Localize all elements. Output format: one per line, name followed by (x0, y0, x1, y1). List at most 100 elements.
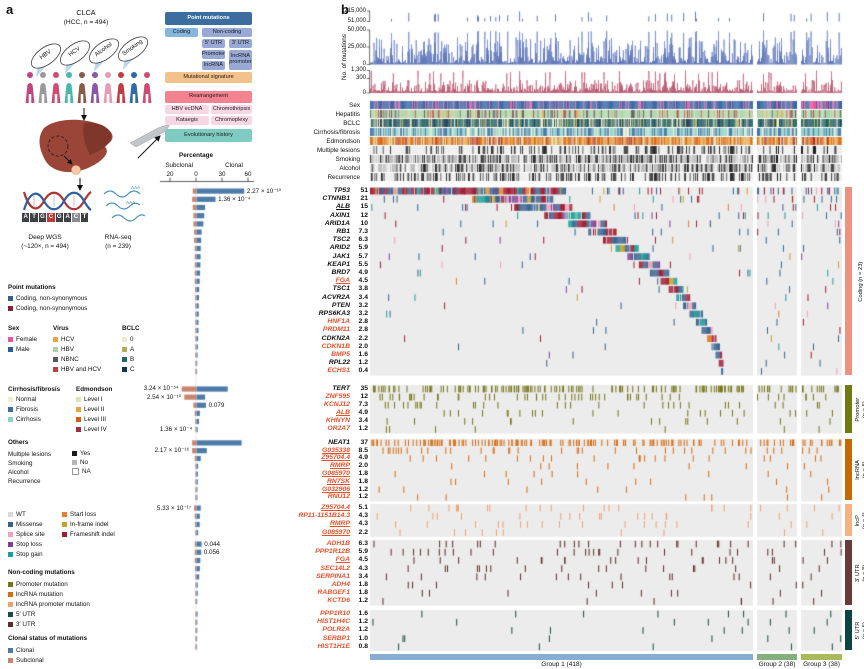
legend-swatch (62, 522, 67, 528)
section-bar (845, 385, 852, 433)
flowchart-box-non-coding: Non-coding (202, 28, 252, 37)
flowchart-box-promoter: Promoter (202, 50, 225, 59)
gene-frequency: 5.5 (358, 260, 368, 268)
legend-swatch (76, 407, 81, 413)
gene-label: HIST1H4C (317, 618, 350, 626)
legend-swatch (8, 337, 13, 343)
clonality-clonal-label: Clonal (225, 162, 243, 169)
gene-frequency: 37 (360, 438, 368, 446)
legend-item: Missense (8, 521, 43, 528)
legend-swatch (8, 582, 13, 588)
gene-frequency: 1.8 (358, 477, 368, 485)
section-bar (845, 504, 852, 536)
gene-label: CDKN1B (321, 342, 350, 350)
person-icon (105, 72, 111, 78)
gene-label: PTEN (331, 301, 350, 309)
legend-item: Male (8, 346, 30, 353)
covariate-label-sex: Sex (349, 101, 360, 109)
legend-swatch (8, 512, 13, 518)
person-icon (142, 83, 152, 103)
legend-swatch (8, 532, 13, 538)
gene-frequency: 6.3 (358, 236, 368, 244)
flowchart-box-5-utr: 5′ UTR (202, 39, 225, 48)
flowchart-box-coding: Coding (165, 28, 198, 37)
cohort-subtitle: (HCC, n = 494) (63, 19, 109, 26)
gene-frequency: 1.2 (358, 493, 368, 501)
dna-base: G (38, 213, 47, 222)
gene-frequency: 3.4 (358, 572, 368, 580)
legend-swatch (122, 367, 127, 373)
clonality-axis-tick-label: 0 (194, 171, 198, 178)
gene-label: KEAP1 (327, 260, 350, 268)
gene-label: RB1 (336, 227, 350, 235)
gene-frequency: 2.2 (358, 334, 368, 342)
gene-label: TERT (332, 384, 350, 392)
section-label: lncP (n = 4) (855, 511, 864, 529)
gene-label: SERPINA1 (316, 572, 350, 580)
legend-swatch (76, 397, 81, 403)
clonality-axis-title: Percentage (179, 152, 213, 159)
pvalue-label: 2.17 × 10⁻¹⁶ (154, 447, 190, 455)
gene-label: G085970 (322, 469, 350, 477)
legend-item: lncRNA mutation (8, 591, 63, 598)
covariate-label-alcohol: Alcohol (339, 164, 360, 172)
group-bar (801, 654, 842, 660)
legend-item: Stop gain (8, 551, 43, 558)
etiology-ellipse (88, 38, 120, 64)
group-label: Group 3 (38) (803, 661, 840, 668)
gene-frequency: 21 (360, 195, 368, 203)
flowchart-box-hbv-ecdna: HBV ecDNA (165, 105, 209, 114)
dna-base: A (63, 213, 72, 222)
dna-base: T (80, 213, 89, 222)
legend-swatch (8, 658, 13, 664)
legend-swatch (8, 397, 13, 403)
legend-swatch (53, 357, 58, 363)
panel-a-label: a (6, 2, 14, 17)
group-bar (370, 654, 753, 660)
pvalue-label: 0.044 (204, 540, 220, 548)
gene-label: ALB (336, 409, 350, 417)
person-icon (79, 72, 85, 78)
legend-swatch (62, 512, 67, 518)
gene-frequency: 2.0 (358, 462, 368, 470)
gene-frequency: 4.9 (358, 268, 368, 276)
flowchart-box-evolutionary-history: Evolutionary history (165, 129, 252, 142)
gene-frequency: 2.2 (358, 528, 368, 536)
person-icon (66, 72, 72, 78)
tumor-sample-icon (71, 165, 81, 175)
covariate-label-hepatitis: Hepatitis (335, 110, 361, 118)
cohort-title: CLCA (76, 8, 96, 17)
legend-row-label: Multiple lesions (8, 451, 52, 458)
etiology-ellipse (59, 40, 91, 66)
legend-title: Point mutations (8, 284, 56, 291)
legend-item: Frameshift indel (62, 531, 115, 538)
person-icon (129, 83, 139, 103)
gene-frequency: 0.8 (358, 642, 368, 650)
legend-item: Promoter mutation (8, 581, 68, 588)
gene-label: KCNJ12 (323, 401, 350, 409)
gene-frequency: 1.2 (358, 626, 368, 634)
gene-label: CTNNB1 (322, 195, 350, 203)
gene-frequency: 1.2 (358, 425, 368, 433)
dna-base: C (47, 213, 55, 222)
gene-label: ZNF595 (325, 392, 350, 400)
legend-swatch (8, 522, 13, 528)
wgs-sublabel: (~120×, n = 494) (21, 243, 69, 250)
legend-title: Others (8, 439, 29, 446)
person-icon (77, 83, 87, 103)
gene-label: KHNYN (325, 417, 350, 425)
dna-base: A (22, 213, 30, 222)
legend-item: NBNC (53, 356, 79, 363)
legend-item: HCV (53, 336, 74, 343)
gene-label: G085970 (322, 528, 350, 536)
person-icon (53, 72, 59, 78)
legend-swatch (62, 532, 67, 538)
gene-label: G035338 (322, 446, 350, 454)
flowchart-box-lncrna-promoter: lncRNA promoter (229, 50, 252, 70)
section-bar (845, 610, 852, 650)
legend-swatch (76, 417, 81, 423)
gene-frequency: 1.0 (358, 634, 368, 642)
axis-tick-label: 0 (362, 61, 366, 68)
